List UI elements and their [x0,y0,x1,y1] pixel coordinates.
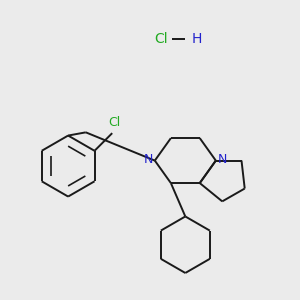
Text: Cl: Cl [109,116,121,129]
Text: H: H [191,32,202,46]
Text: Cl: Cl [154,32,168,46]
Text: N: N [218,154,227,166]
Text: N: N [144,154,153,166]
